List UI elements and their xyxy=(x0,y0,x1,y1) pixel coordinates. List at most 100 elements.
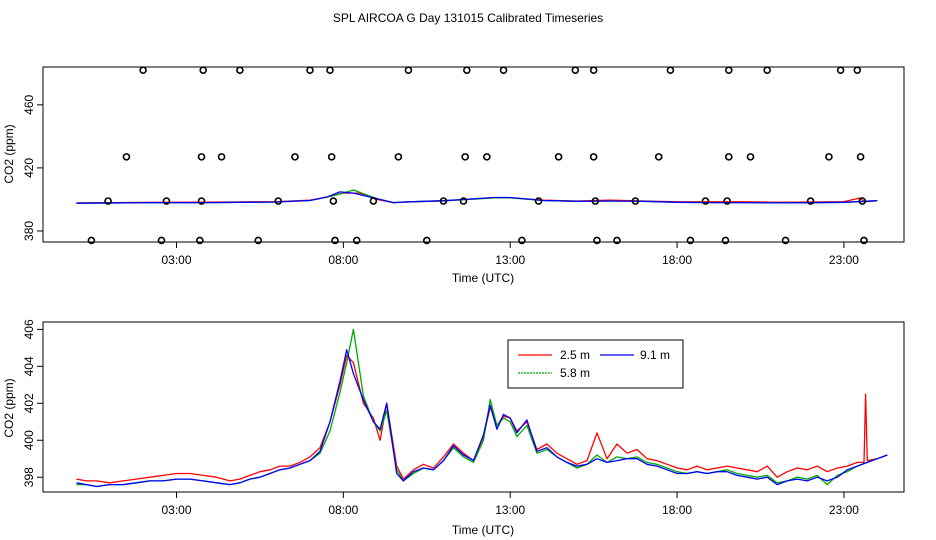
bottom-panel: 03:00 08:00 13:00 18:00 23:00 398 400 402 404 40… xyxy=(2,319,905,537)
top-check-point xyxy=(327,153,336,161)
top-check-point xyxy=(723,197,731,205)
bottom-y-tick-label: 402 xyxy=(22,393,36,413)
top-y-tick-label: 420 xyxy=(22,158,36,178)
bottom-x-tick-label: 08:00 xyxy=(328,503,358,517)
bottom-x-tick-label: 18:00 xyxy=(662,503,692,517)
top-check-point xyxy=(394,153,403,161)
top-check-point xyxy=(654,153,663,161)
top-check-point xyxy=(746,153,755,161)
bottom-series-2-5-m xyxy=(76,354,888,484)
bottom-y-axis-label: CO2 (ppm) xyxy=(2,378,16,437)
top-y-tick-label: 460 xyxy=(22,95,36,115)
top-check-point xyxy=(856,153,865,161)
top-check-point xyxy=(199,66,207,74)
bottom-plot-frame xyxy=(42,321,905,493)
top-x-tick-label: 18:00 xyxy=(662,253,692,267)
top-check-point xyxy=(87,236,96,245)
top-check-point xyxy=(459,197,468,205)
top-check-point xyxy=(534,197,543,205)
top-check-point xyxy=(724,66,733,74)
top-panel: 03:00 08:00 13:00 18:00 23:00 380 420 460 Time… xyxy=(2,66,905,285)
top-series-5-8-m xyxy=(76,189,878,204)
top-check-point xyxy=(122,153,131,161)
top-check-point xyxy=(721,236,730,245)
top-check-point xyxy=(197,197,206,205)
top-check-points xyxy=(87,66,868,245)
top-x-tick-label: 03:00 xyxy=(161,253,191,267)
top-check-point xyxy=(686,236,695,245)
top-check-point xyxy=(724,153,733,161)
figure-title: SPL AIRCOA G Day 131015 Calibrated Times… xyxy=(333,11,603,25)
top-check-point xyxy=(162,197,171,205)
legend-label-9-1m: 9.1 m xyxy=(640,348,670,362)
bottom-y-tick-label: 404 xyxy=(22,356,36,376)
top-check-point xyxy=(593,236,601,245)
top-check-point xyxy=(217,153,226,161)
top-x-tick-label: 08:00 xyxy=(328,253,358,267)
top-check-point xyxy=(825,153,833,161)
top-series-9-1-m xyxy=(76,191,878,204)
top-check-point xyxy=(571,66,580,74)
top-check-point xyxy=(352,236,361,245)
bottom-x-axis: 03:00 08:00 13:00 18:00 23:00 xyxy=(161,492,859,517)
bottom-y-axis: 398 400 402 404 406 xyxy=(22,319,43,487)
top-check-point xyxy=(463,66,471,74)
top-check-point xyxy=(461,153,469,161)
top-check-point xyxy=(853,66,862,74)
bottom-x-axis-label: Time (UTC) xyxy=(452,523,514,537)
top-check-point xyxy=(589,153,598,161)
top-check-point xyxy=(836,66,845,74)
bottom-y-tick-label: 406 xyxy=(22,319,36,339)
top-x-tick-label: 23:00 xyxy=(829,253,859,267)
top-check-point xyxy=(236,66,244,74)
top-plot-frame xyxy=(42,66,905,243)
top-check-point xyxy=(701,197,710,205)
top-check-point xyxy=(196,236,204,245)
top-check-point xyxy=(306,66,314,74)
top-x-axis: 03:00 08:00 13:00 18:00 23:00 xyxy=(161,242,859,267)
bottom-x-tick-label: 03:00 xyxy=(161,503,191,517)
top-check-point xyxy=(331,236,339,245)
top-check-point xyxy=(613,236,621,245)
top-check-point xyxy=(439,197,448,205)
bottom-y-tick-label: 398 xyxy=(22,467,36,487)
bottom-x-tick-label: 13:00 xyxy=(495,503,525,517)
top-check-point xyxy=(666,66,675,74)
top-check-point xyxy=(518,236,526,245)
top-check-point xyxy=(499,66,508,74)
top-y-axis-label: CO2 (ppm) xyxy=(2,124,16,183)
top-check-point xyxy=(274,197,283,205)
top-check-point xyxy=(404,66,413,74)
top-check-point xyxy=(326,66,334,74)
top-y-axis: 380 420 460 xyxy=(22,95,43,241)
top-check-point xyxy=(763,66,771,74)
top-y-tick-label: 380 xyxy=(22,221,36,241)
top-check-point xyxy=(806,197,815,205)
bottom-y-tick-label: 400 xyxy=(22,430,36,450)
top-check-point xyxy=(104,197,112,205)
top-check-point xyxy=(589,66,598,74)
bottom-series-9-1-m xyxy=(76,349,888,488)
top-check-point xyxy=(369,197,378,205)
top-check-point xyxy=(197,153,206,161)
top-check-point xyxy=(591,197,600,205)
legend-label-2-5m: 2.5 m xyxy=(560,348,590,362)
top-check-point xyxy=(554,153,563,161)
top-check-point xyxy=(254,236,263,245)
top-check-point xyxy=(781,236,790,245)
bottom-series-lines xyxy=(76,328,888,488)
top-check-point xyxy=(291,153,299,161)
legend-box xyxy=(507,339,684,389)
top-check-point xyxy=(157,236,166,245)
legend: 2.5 m 9.1 m 5.8 m xyxy=(507,339,684,389)
top-x-tick-label: 13:00 xyxy=(495,253,525,267)
top-check-point xyxy=(422,236,431,245)
top-x-axis-label: Time (UTC) xyxy=(452,271,514,285)
top-series-lines xyxy=(76,189,878,204)
top-check-point xyxy=(329,197,338,205)
bottom-series-5-8-m xyxy=(76,328,888,488)
top-check-point xyxy=(483,153,491,161)
top-check-point xyxy=(139,66,147,74)
top-check-point xyxy=(858,197,867,205)
